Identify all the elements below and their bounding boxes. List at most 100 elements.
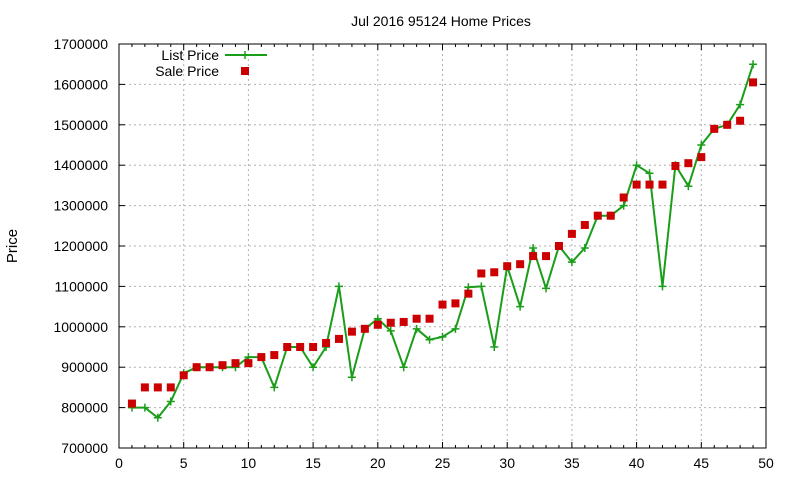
sale-price-point bbox=[736, 116, 745, 125]
sale-price-point bbox=[360, 324, 369, 333]
sale-price-point bbox=[477, 269, 486, 278]
x-tick-label: 15 bbox=[305, 455, 321, 471]
sale-price-point bbox=[658, 180, 667, 189]
list-price-point bbox=[451, 324, 460, 333]
y-tick-label: 1600000 bbox=[53, 76, 108, 92]
sale-price-point bbox=[322, 338, 331, 347]
legend-marker-list-price bbox=[241, 51, 249, 59]
chart-title: Jul 2016 95124 Home Prices bbox=[351, 13, 531, 29]
x-tick-label: 45 bbox=[694, 455, 710, 471]
sale-price-point bbox=[697, 153, 706, 162]
list-price-point bbox=[749, 60, 758, 69]
list-price-point bbox=[166, 397, 175, 406]
list-price-point bbox=[140, 403, 149, 412]
sale-price-point bbox=[464, 289, 473, 298]
y-tick-label: 1400000 bbox=[53, 157, 108, 173]
list-price-point bbox=[477, 282, 486, 291]
y-tick-label: 900000 bbox=[61, 359, 108, 375]
sale-price-point bbox=[347, 327, 356, 336]
list-price-point bbox=[632, 161, 641, 170]
list-price-point bbox=[399, 363, 408, 372]
y-tick-label: 1300000 bbox=[53, 198, 108, 214]
y-tick-label: 1200000 bbox=[53, 238, 108, 254]
sale-price-point bbox=[749, 78, 758, 87]
list-price-point bbox=[386, 326, 395, 335]
list-price-point bbox=[438, 332, 447, 341]
legend-marker-sale-price bbox=[241, 67, 249, 75]
sale-price-point bbox=[244, 359, 253, 368]
sale-price-point bbox=[425, 314, 434, 323]
sale-price-point bbox=[283, 343, 292, 351]
x-tick-label: 10 bbox=[241, 455, 257, 471]
sale-price-point bbox=[490, 268, 499, 277]
sale-price-point bbox=[529, 252, 538, 261]
legend-label-sale-price: Sale Price bbox=[155, 63, 219, 79]
sale-price-point bbox=[542, 252, 551, 261]
sale-price-point bbox=[451, 299, 460, 308]
list-price-point bbox=[490, 343, 499, 351]
sale-price-point bbox=[516, 260, 525, 269]
sale-price-point bbox=[257, 353, 266, 362]
list-price-point bbox=[580, 244, 589, 253]
y-tick-label: 1000000 bbox=[53, 319, 108, 335]
list-price-point bbox=[529, 244, 538, 253]
sale-price-point bbox=[296, 343, 305, 351]
sale-price-point bbox=[270, 351, 279, 360]
grid-lines bbox=[119, 44, 766, 448]
sale-price-point bbox=[580, 220, 589, 229]
y-axis-label: Price bbox=[4, 229, 21, 263]
sale-price-point bbox=[619, 193, 628, 202]
list-price-point bbox=[567, 258, 576, 267]
y-tick-label: 1500000 bbox=[53, 117, 108, 133]
x-tick-label: 5 bbox=[180, 455, 188, 471]
x-tick-label: 0 bbox=[115, 455, 123, 471]
sale-price-point bbox=[218, 361, 227, 370]
x-tick-labels: 0 5 10 15 20 25 30 35 40 45 50 bbox=[115, 455, 774, 471]
list-price-point bbox=[684, 182, 693, 191]
sale-price-point bbox=[373, 320, 382, 329]
list-price-point bbox=[309, 363, 318, 372]
sale-price-point bbox=[140, 383, 149, 392]
sale-price-point bbox=[231, 359, 240, 368]
sale-price-point bbox=[334, 334, 343, 343]
sale-price-point bbox=[127, 399, 136, 408]
x-tick-label: 35 bbox=[564, 455, 580, 471]
x-tick-label: 20 bbox=[370, 455, 386, 471]
legend-label-list-price: List Price bbox=[161, 47, 219, 63]
y-tick-label: 800000 bbox=[61, 400, 108, 416]
sale-price-point bbox=[671, 162, 680, 171]
sale-price-point bbox=[554, 242, 563, 250]
sale-price-point bbox=[593, 211, 602, 220]
sale-price-point bbox=[567, 229, 576, 238]
list-price-point bbox=[658, 282, 667, 291]
sale-price-point bbox=[606, 211, 615, 220]
list-price-point bbox=[645, 169, 654, 178]
y-tick-labels: 700000 800000 900000 1000000 1100000 1200000 1… bbox=[53, 36, 108, 456]
sale-price-point bbox=[153, 383, 162, 392]
sale-price-point bbox=[684, 159, 693, 168]
sale-price-point bbox=[438, 300, 447, 309]
sale-price-point bbox=[205, 363, 214, 372]
list-price-point bbox=[334, 282, 343, 291]
sale-price-point bbox=[723, 120, 732, 129]
y-tick-label: 700000 bbox=[61, 440, 108, 456]
y-tick-label: 1100000 bbox=[55, 278, 109, 294]
sale-price-point bbox=[645, 180, 654, 189]
list-price-point bbox=[153, 413, 162, 422]
list-price-point bbox=[619, 201, 628, 210]
axis-ticks bbox=[118, 43, 767, 449]
list-price-point bbox=[347, 373, 356, 382]
list-price-point bbox=[697, 141, 706, 149]
legend: List Price Sale Price bbox=[155, 47, 267, 79]
sale-price-point bbox=[710, 124, 719, 133]
list-price-point bbox=[270, 383, 279, 392]
sale-price-point bbox=[179, 371, 188, 380]
sale-price-point bbox=[412, 314, 421, 323]
x-tick-label: 30 bbox=[499, 455, 515, 471]
series-marks bbox=[127, 60, 758, 422]
x-tick-label: 25 bbox=[435, 455, 451, 471]
list-price-point bbox=[412, 324, 421, 333]
x-tick-label: 50 bbox=[758, 455, 774, 471]
sale-price-point bbox=[503, 262, 512, 271]
